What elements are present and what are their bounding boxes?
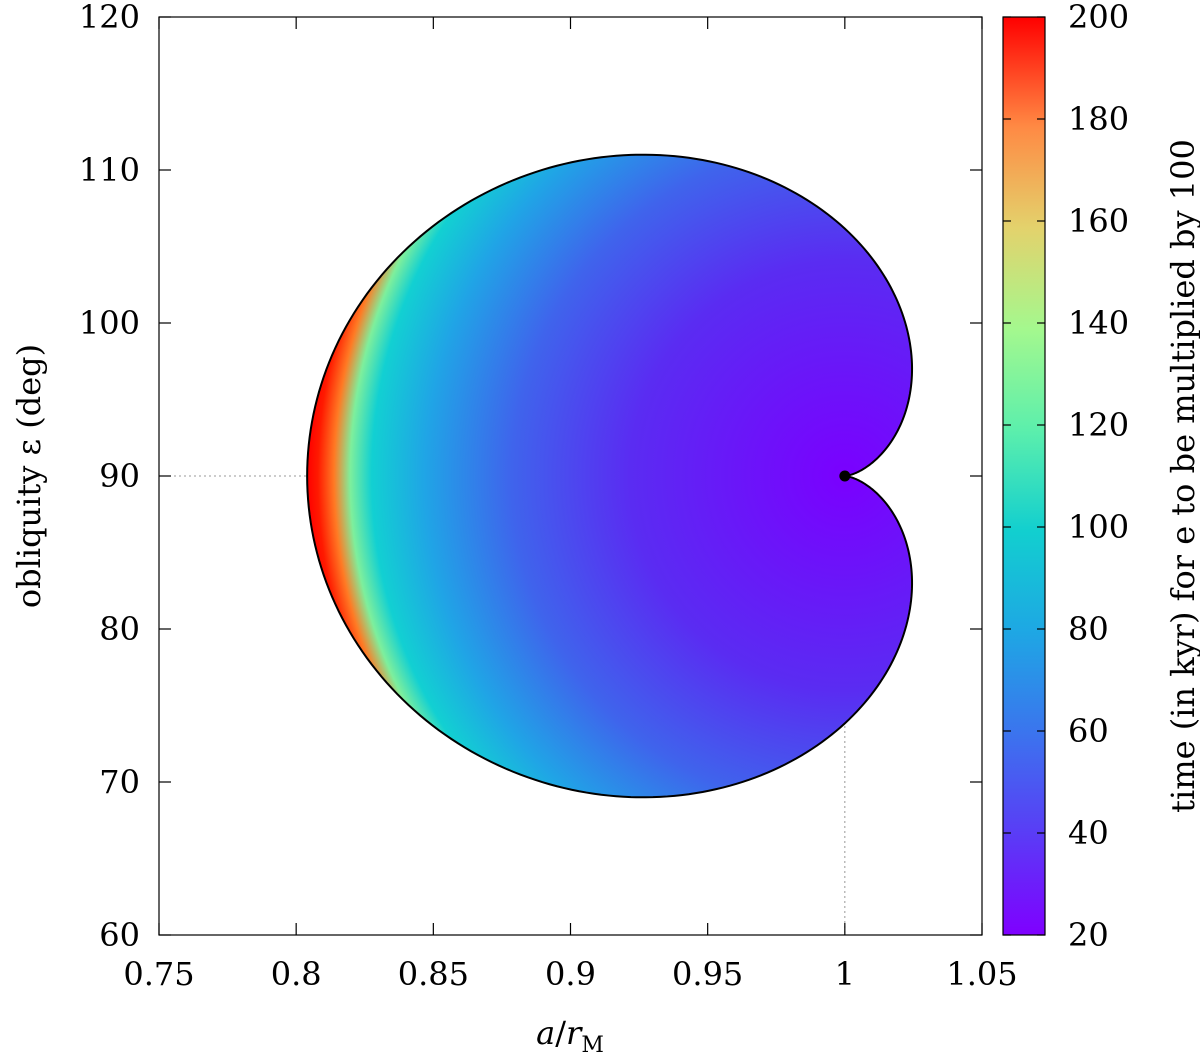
heatmap-region	[306, 153, 914, 799]
colorbar-ticks: 20 40 60 80 100 120 140 160 180 200	[1003, 0, 1129, 954]
x-tick-label: 0.9	[545, 955, 596, 993]
y-tick-label: 60	[99, 916, 140, 954]
colorbar-tick-label: 40	[1068, 814, 1109, 852]
colorbar-tick-label: 140	[1068, 304, 1129, 342]
colorbar-tick-label: 20	[1068, 916, 1109, 954]
x-axis-ticks: 0.75 0.8 0.85 0.9 0.95 1 1.05	[123, 17, 1018, 993]
x-axis-label: a/rM	[536, 1014, 604, 1058]
colorbar-tick-label: 200	[1068, 0, 1129, 36]
x-tick-label: 0.8	[271, 955, 322, 993]
y-tick-label: 80	[99, 610, 140, 648]
cusp-point	[839, 470, 851, 482]
x-tick-label: 0.95	[672, 955, 743, 993]
y-tick-label: 120	[79, 0, 140, 36]
cardioid-region	[306, 153, 914, 799]
y-tick-label: 100	[79, 304, 140, 342]
x-tick-label: 1	[835, 955, 855, 993]
colorbar-tick-label: 180	[1068, 100, 1129, 138]
colorbar-tick-label: 60	[1068, 712, 1109, 750]
colorbar-tick-label: 120	[1068, 406, 1129, 444]
x-tick-label: 0.85	[398, 955, 469, 993]
colorbar-tick-label: 100	[1068, 508, 1129, 546]
x-tick-label: 0.75	[123, 955, 194, 993]
x-tick-label: 1.05	[946, 955, 1017, 993]
y-tick-label: 110	[79, 151, 140, 189]
colorbar-tick-label: 160	[1068, 202, 1129, 240]
y-axis-ticks: 60 70 80 90 100 110 120	[79, 0, 982, 954]
colorbar-tick-label: 80	[1068, 610, 1109, 648]
y-axis-label: obliquity ε (deg)	[10, 344, 48, 608]
y-tick-label: 70	[99, 763, 140, 801]
colorbar	[1002, 16, 1046, 936]
y-tick-label: 90	[99, 457, 140, 495]
colorbar-label: time (in kyr) for e to be multiplied by …	[1164, 139, 1200, 813]
